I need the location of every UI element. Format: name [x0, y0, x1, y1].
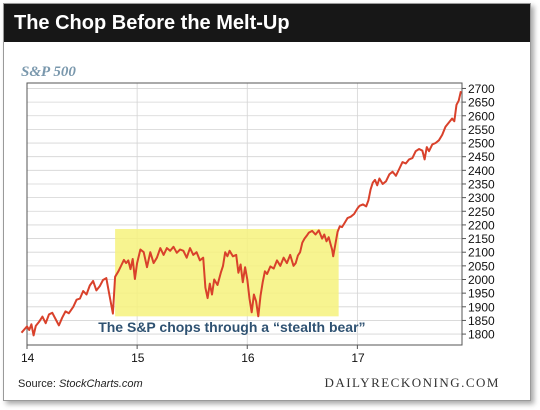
series-line [20, 90, 462, 337]
chart-subtitle: S&P 500 [21, 64, 76, 80]
x-axis: 14 15 16 17 [21, 345, 365, 365]
y-tick-label: 1950 [468, 287, 495, 301]
y-tick-label: 2550 [468, 123, 495, 137]
brand-logo: DAILYRECKONING.COM [324, 375, 500, 390]
x-tick-label: 14 [21, 351, 35, 365]
y-tick-label: 2400 [468, 164, 495, 178]
annotation-layer: The S&P chops through a “stealth bear” [98, 319, 365, 335]
series-layer [20, 90, 462, 337]
y-tick-label: 2350 [468, 177, 495, 191]
y-tick-label: 2200 [468, 218, 495, 232]
y-tick-label: 1850 [468, 314, 495, 328]
x-tick-label: 15 [131, 351, 145, 365]
y-tick-label: 2300 [468, 191, 495, 205]
annotation-text: The S&P chops through a “stealth bear” [98, 319, 365, 335]
highlight-box [115, 229, 339, 317]
y-tick-label: 2250 [468, 205, 495, 219]
chart-title: The Chop Before the Melt-Up [4, 4, 530, 42]
x-tick-label: 17 [351, 351, 365, 365]
y-tick-label: 2100 [468, 246, 495, 260]
source-credit: Source: StockCharts.com [18, 378, 143, 390]
grid [26, 82, 463, 346]
source-site: StockCharts.com [58, 378, 143, 390]
y-tick-label: 2050 [468, 259, 495, 273]
y-tick-label: 2000 [468, 273, 495, 287]
y-tick-label: 2500 [468, 137, 495, 151]
plot-area [26, 82, 463, 346]
y-tick-label: 2650 [468, 96, 495, 110]
chart-frame: The Chop Before the Melt-Up S&P 500 Sour… [3, 3, 531, 401]
y-tick-label: 2150 [468, 232, 495, 246]
y-tick-label: 2700 [468, 82, 495, 96]
y-tick-label: 1800 [468, 328, 495, 342]
y-axis: 1800185019001950200020502100215022002250… [462, 82, 495, 342]
source-prefix: Source: [18, 378, 59, 390]
y-tick-label: 2600 [468, 109, 495, 123]
annotation-region [115, 229, 339, 317]
y-tick-label: 1900 [468, 300, 495, 314]
y-tick-label: 2450 [468, 150, 495, 164]
x-tick-label: 16 [241, 351, 255, 365]
